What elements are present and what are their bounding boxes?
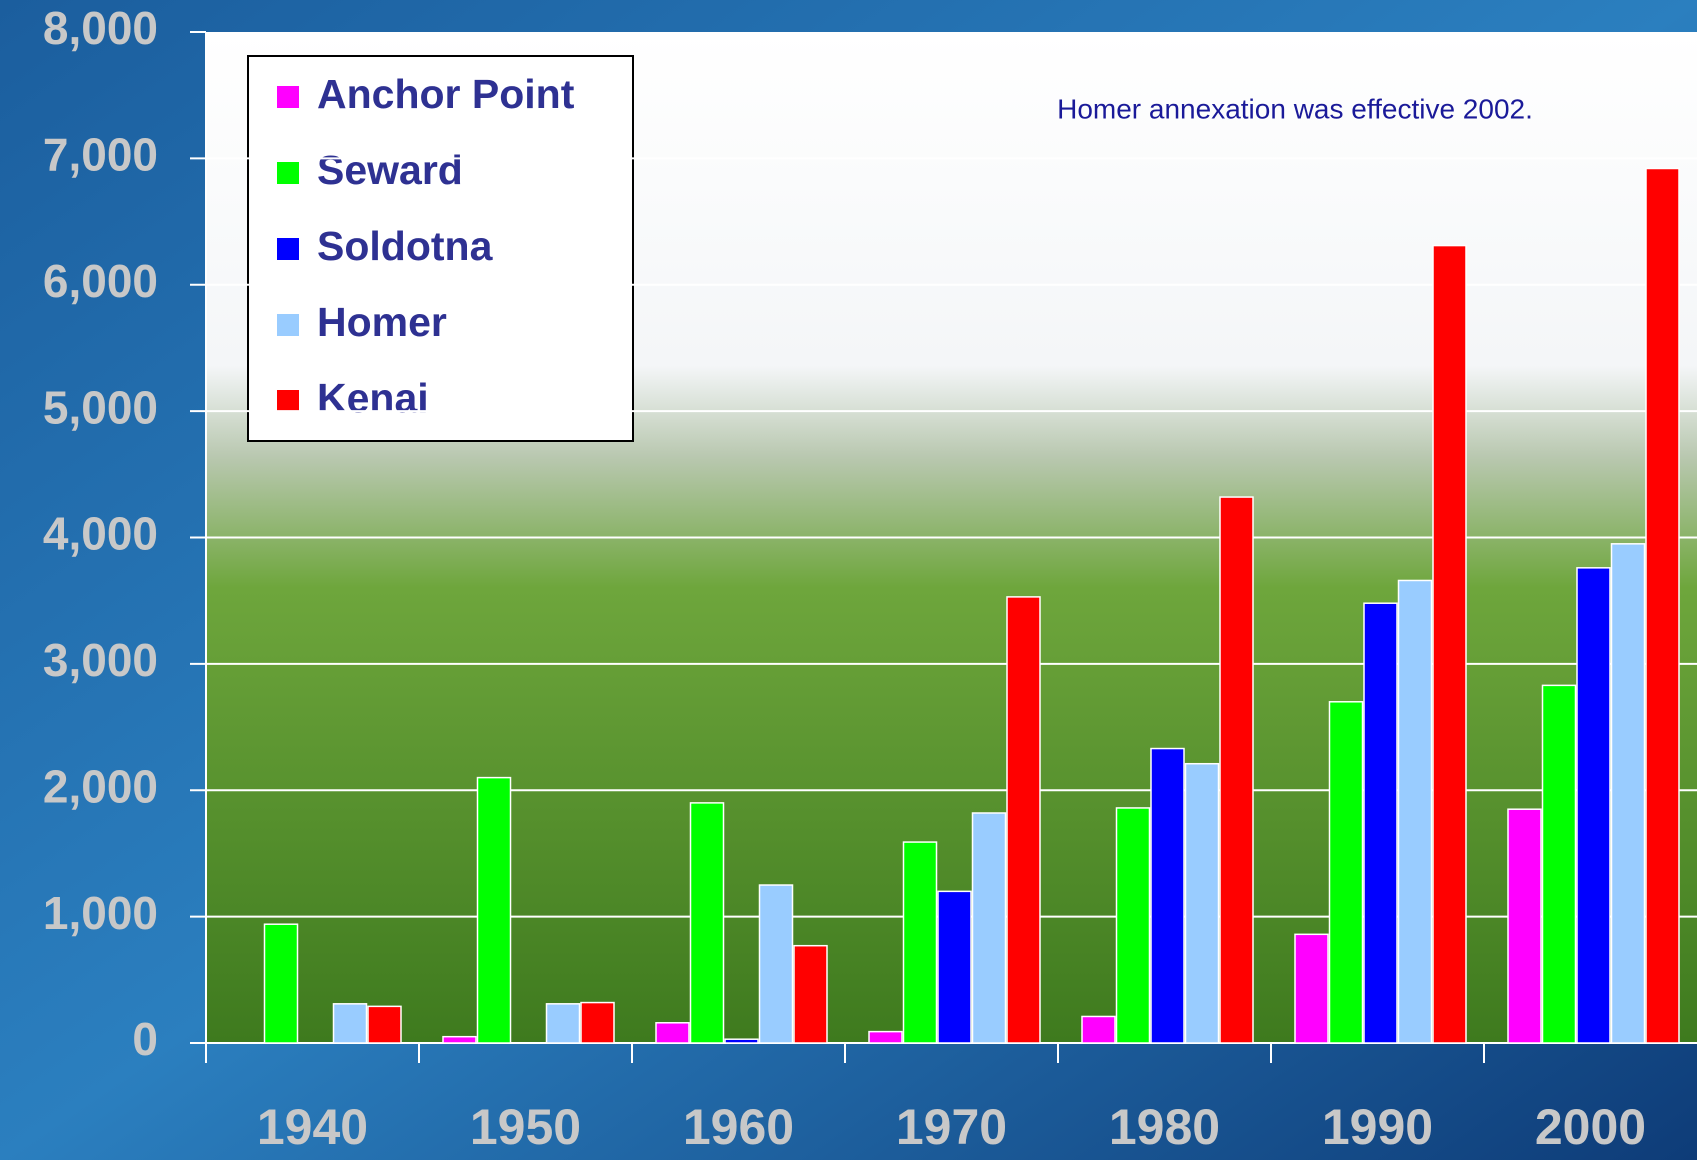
bar xyxy=(443,1037,476,1043)
x-tick-label: 1980 xyxy=(1109,1099,1220,1155)
bar xyxy=(1082,1016,1115,1043)
bar xyxy=(1007,597,1040,1043)
bar xyxy=(1330,702,1363,1043)
legend-label: Soldotna xyxy=(317,223,494,269)
x-tick-label: 2000 xyxy=(1535,1099,1646,1155)
bar xyxy=(1399,580,1432,1043)
chart: Homer annexation was effective 2002. Anc… xyxy=(0,0,1697,1160)
bar xyxy=(1295,934,1328,1043)
x-tick-label: 1970 xyxy=(896,1099,1007,1155)
y-tick-label: 6,000 xyxy=(43,255,158,307)
legend-label: Anchor Point xyxy=(317,71,575,117)
bar xyxy=(973,813,1006,1043)
bar xyxy=(869,1032,902,1043)
y-tick-label: 4,000 xyxy=(43,508,158,560)
bar xyxy=(334,1004,367,1043)
legend-swatch xyxy=(277,238,299,260)
bar xyxy=(1151,749,1184,1043)
bar xyxy=(1577,568,1610,1043)
bar xyxy=(904,842,937,1043)
legend-label: Seward xyxy=(317,147,463,193)
bar xyxy=(1433,246,1466,1043)
bar xyxy=(265,924,298,1043)
bar xyxy=(581,1003,614,1043)
bar xyxy=(1612,544,1645,1043)
x-tick-label: 1990 xyxy=(1322,1099,1433,1155)
legend-label: Kenai xyxy=(317,375,429,421)
bar xyxy=(1220,497,1253,1043)
y-tick-label: 2,000 xyxy=(43,760,158,812)
y-tick-label: 8,000 xyxy=(43,2,158,54)
bar xyxy=(478,778,511,1043)
bar xyxy=(1117,808,1150,1043)
bar xyxy=(1186,764,1219,1043)
bar xyxy=(1543,685,1576,1043)
bar xyxy=(691,803,724,1043)
legend-swatch xyxy=(277,314,299,336)
y-tick-label: 0 xyxy=(132,1013,158,1065)
legend-swatch xyxy=(277,86,299,108)
legend-swatch xyxy=(277,390,299,412)
bar xyxy=(794,946,827,1043)
legend-swatch xyxy=(277,162,299,184)
legend: Anchor Point Seward Soldotna Homer Kenai xyxy=(248,56,633,441)
bar xyxy=(368,1006,401,1043)
bar xyxy=(1508,809,1541,1043)
bar xyxy=(656,1023,689,1043)
bar xyxy=(1646,168,1679,1043)
y-tick-label: 3,000 xyxy=(43,634,158,686)
y-tick-label: 1,000 xyxy=(43,887,158,939)
x-tick-label: 1960 xyxy=(683,1099,794,1155)
y-tick-label: 7,000 xyxy=(43,129,158,181)
annotation: Homer annexation was effective 2002. xyxy=(1057,93,1533,124)
legend-label: Homer xyxy=(317,299,447,345)
bar xyxy=(725,1039,758,1043)
bar xyxy=(938,891,971,1043)
bar xyxy=(760,885,793,1043)
y-tick-label: 5,000 xyxy=(43,381,158,433)
bar xyxy=(1364,603,1397,1043)
x-tick-label: 1940 xyxy=(257,1099,368,1155)
bar xyxy=(547,1004,580,1043)
x-tick-label: 1950 xyxy=(470,1099,581,1155)
